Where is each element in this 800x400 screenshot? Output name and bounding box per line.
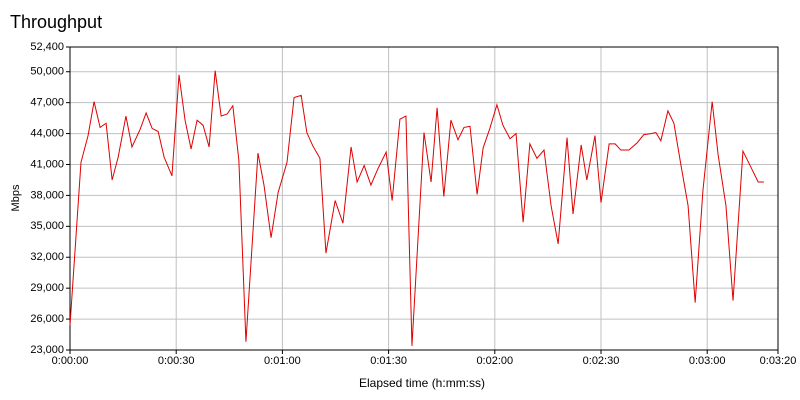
x-tick-label: 0:02:00: [476, 355, 513, 367]
y-tick-label: 26,000: [30, 313, 64, 325]
x-tick-label: 0:03:00: [689, 355, 726, 367]
x-tick-label: 0:03:20: [760, 355, 797, 367]
chart-title: Throughput: [10, 12, 102, 32]
x-tick-label: 0:01:00: [264, 355, 301, 367]
x-tick-label: 0:00:30: [158, 355, 195, 367]
y-tick-label: 35,000: [30, 220, 64, 232]
x-tick-label: 0:00:00: [52, 355, 89, 367]
y-tick-label: 52,400: [30, 41, 64, 53]
plot-border: [69, 46, 779, 351]
y-tick-label: 44,000: [30, 127, 64, 139]
y-tick-label: 32,000: [30, 251, 64, 263]
x-axis-label: Elapsed time (h:mm:ss): [359, 376, 485, 390]
y-tick-label: 47,000: [30, 97, 64, 109]
y-tick-label: 29,000: [30, 282, 64, 294]
x-tick-label: 0:02:30: [583, 355, 620, 367]
y-tick-label: 41,000: [30, 158, 64, 170]
y-tick-label: 38,000: [30, 189, 64, 201]
plot-area: [70, 47, 778, 350]
data-line: [69, 70, 764, 346]
y-axis-label: Mbps: [10, 184, 22, 211]
y-tick-label: 23,000: [30, 344, 64, 356]
y-tick-label: 50,000: [30, 66, 64, 78]
x-tick-label: 0:01:30: [370, 355, 407, 367]
